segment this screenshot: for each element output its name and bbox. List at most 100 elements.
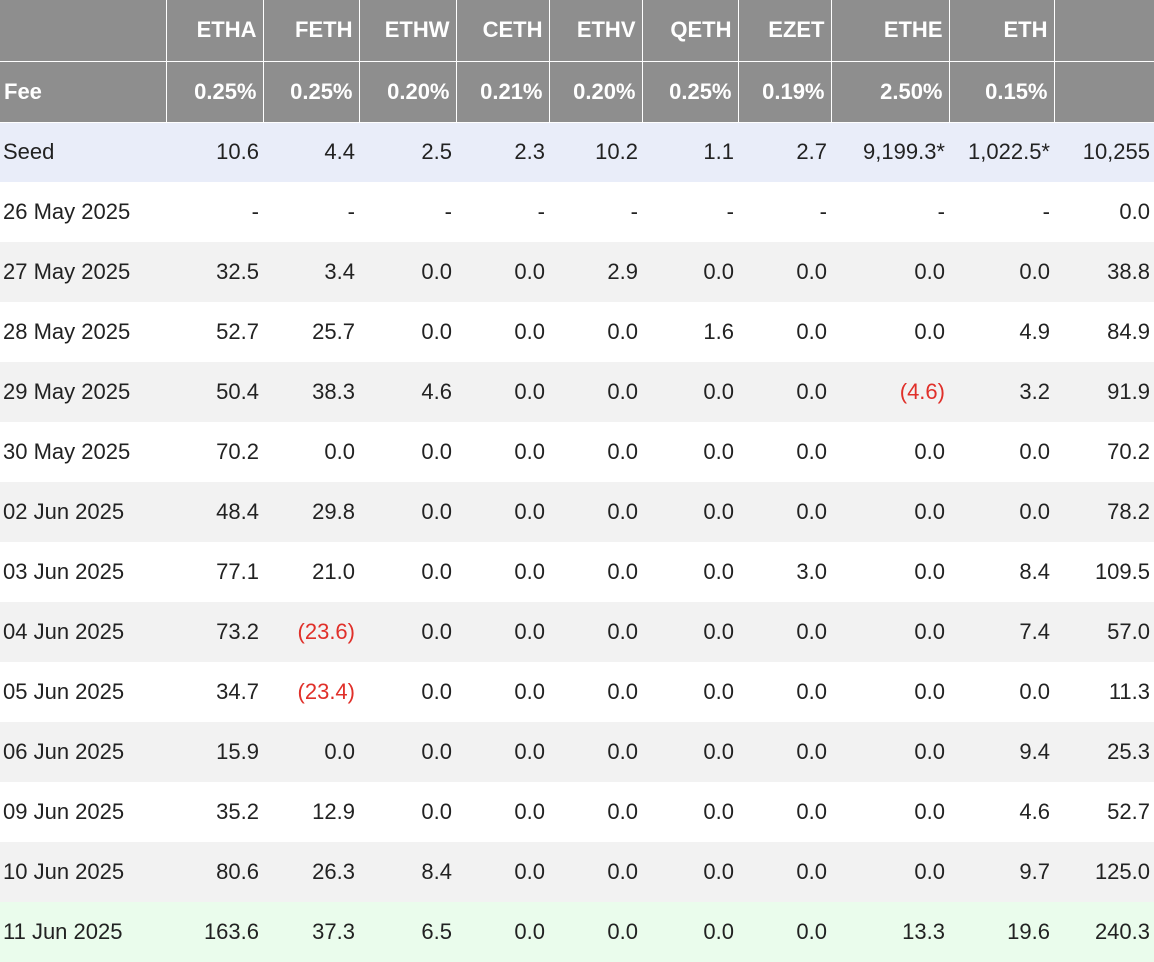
flow-cell: 7.4 (949, 602, 1054, 662)
row-label-cell: 03 Jun 2025 (3, 559, 125, 584)
flow-cell: 1,022.5* (949, 122, 1054, 182)
flow-cell: 10,255 (1054, 122, 1154, 182)
flow-cell: 0.0 (642, 902, 738, 962)
flow-cell: 9,199.3* (831, 122, 949, 182)
negative-flow-cell: (23.4) (297, 679, 355, 704)
flow-cell: 0.0 (421, 559, 452, 584)
flow-cell: 0.0 (514, 799, 545, 824)
flow-cell: - (251, 199, 259, 224)
flow-cell: 9.4 (949, 722, 1054, 782)
table-row: 03 Jun 2025 77.1 21.0 0.0 0.0 0.0 0.0 3.0 0.0 8.4… (0, 542, 1154, 602)
flow-cell: 0.0 (607, 319, 638, 344)
flow-cell: 0.0 (796, 799, 827, 824)
flow-cell: 0.0 (514, 439, 545, 464)
flow-cell: 0.0 (642, 242, 738, 302)
ticker-header-row: ETHA FETH ETHW CETH ETHV QETH EZET ETHE ETH (0, 0, 1154, 62)
table-row: 09 Jun 2025 35.2 12.9 0.0 0.0 0.0 0.0 0.0 0.0 4.6… (0, 782, 1154, 842)
flow-cell: 0.0 (831, 242, 949, 302)
row-label-cell: 10 Jun 2025 (0, 842, 166, 902)
flow-cell: 0.0 (914, 679, 945, 704)
flow-cell: 11.3 (1108, 679, 1150, 704)
table-row: 02 Jun 2025 48.4 29.8 0.0 0.0 0.0 0.0 0.0 0.0 0.0… (0, 482, 1154, 542)
row-label-cell: 02 Jun 2025 (0, 482, 166, 542)
flow-cell: 10.2 (549, 122, 642, 182)
fee-value-cell: 0.25% (263, 61, 360, 123)
flow-cell: 0.0 (642, 602, 738, 662)
flow-cell: - (819, 199, 827, 224)
ticker-header-cell (1054, 0, 1154, 62)
flow-cell: 0.0 (831, 602, 949, 662)
flow-cell: 0.0 (359, 482, 456, 542)
flow-cell: 10.6 (166, 122, 263, 182)
flow-cell: 84.9 (1107, 319, 1150, 344)
fee-value-cell: 0.21% (456, 61, 550, 123)
flow-cell: 0.0 (914, 559, 945, 584)
row-label-cell: 30 May 2025 (3, 439, 131, 464)
table-row: 05 Jun 2025 34.7 (23.4) 0.0 0.0 0.0 0.0 0.0 0.0 0… (0, 662, 1154, 722)
flow-cell: 0.0 (514, 679, 545, 704)
flow-cell: 0.0 (796, 439, 827, 464)
flow-cell: 2.7 (738, 122, 831, 182)
flows-table-body: Seed 10.6 4.4 2.5 2.3 10.2 1.1 2.7 9,199.3* 1,022… (0, 122, 1154, 962)
flow-cell: 0.0 (738, 722, 831, 782)
flow-cell: 48.4 (166, 482, 263, 542)
flow-cell: 0.0 (421, 799, 452, 824)
flow-cell: 0.0 (738, 482, 831, 542)
flow-cell: 1.1 (642, 122, 738, 182)
fee-label-cell: Fee (0, 61, 167, 123)
flow-cell: 70.2 (216, 439, 259, 464)
flow-cell: 0.0 (456, 842, 549, 902)
ticker-header-cell: EZET (738, 0, 832, 62)
flow-cell: 0.0 (796, 319, 827, 344)
fee-value-cell: 2.50% (831, 61, 950, 123)
row-label-cell: 09 Jun 2025 (3, 799, 125, 824)
flow-cell: 34.7 (216, 679, 259, 704)
flow-cell: 52.7 (1107, 799, 1150, 824)
flow-cell: 0.0 (831, 482, 949, 542)
corner-header-cell (0, 0, 167, 62)
flow-cell: 0.0 (514, 559, 545, 584)
row-label-cell: 29 May 2025 (0, 362, 166, 422)
flow-cell: 0.0 (549, 602, 642, 662)
flow-cell: 0.0 (703, 439, 734, 464)
row-label-cell: 06 Jun 2025 (0, 722, 166, 782)
flow-cell: 0.0 (738, 242, 831, 302)
ticker-header-cell: ETHW (359, 0, 457, 62)
fee-value-cell: 0.19% (738, 61, 832, 123)
flow-cell: 13.3 (831, 902, 949, 962)
flow-cell: 0.0 (703, 799, 734, 824)
table-row: 27 May 2025 32.5 3.4 0.0 0.0 2.9 0.0 0.0 0.0 0.0 3… (0, 242, 1154, 302)
row-label-cell: 26 May 2025 (3, 199, 131, 224)
ticker-header-cell: ETHV (549, 0, 643, 62)
flow-cell: 0.0 (549, 842, 642, 902)
flow-cell: 0.0 (642, 482, 738, 542)
flow-cell: 0.0 (549, 722, 642, 782)
flow-cell: 29.8 (263, 482, 359, 542)
flow-cell: 4.6 (359, 362, 456, 422)
flow-cell: 0.0 (359, 722, 456, 782)
flow-cell: 3.0 (796, 559, 827, 584)
flow-cell: 0.0 (324, 439, 355, 464)
flow-cell: 2.5 (359, 122, 456, 182)
flow-cell: 0.0 (456, 902, 549, 962)
flow-cell: 8.4 (359, 842, 456, 902)
flow-cell: 109.5 (1094, 559, 1150, 584)
table-row: 10 Jun 2025 80.6 26.3 8.4 0.0 0.0 0.0 0.0 0.0 9.7… (0, 842, 1154, 902)
flow-cell: 0.0 (456, 242, 549, 302)
flow-cell: 8.4 (1019, 559, 1050, 584)
fee-value-cell (1054, 61, 1154, 123)
flow-cell: 77.1 (216, 559, 259, 584)
flow-cell: - (726, 199, 734, 224)
flow-cell: 1.6 (703, 319, 734, 344)
ticker-header-cell: QETH (642, 0, 739, 62)
flow-cell: 163.6 (166, 902, 263, 962)
flow-cell: 0.0 (738, 602, 831, 662)
flow-cell: 0.0 (1119, 199, 1150, 224)
fee-header-row: Fee 0.25% 0.25% 0.20% 0.21% 0.20% 0.25% 0.19% 2.… (0, 61, 1154, 123)
flow-cell: 37.3 (263, 902, 359, 962)
row-label-cell: 05 Jun 2025 (3, 679, 125, 704)
flow-cell: 0.0 (914, 799, 945, 824)
flow-cell: 0.0 (831, 722, 949, 782)
flow-cell: 0.0 (607, 559, 638, 584)
flow-cell: 3.4 (263, 242, 359, 302)
